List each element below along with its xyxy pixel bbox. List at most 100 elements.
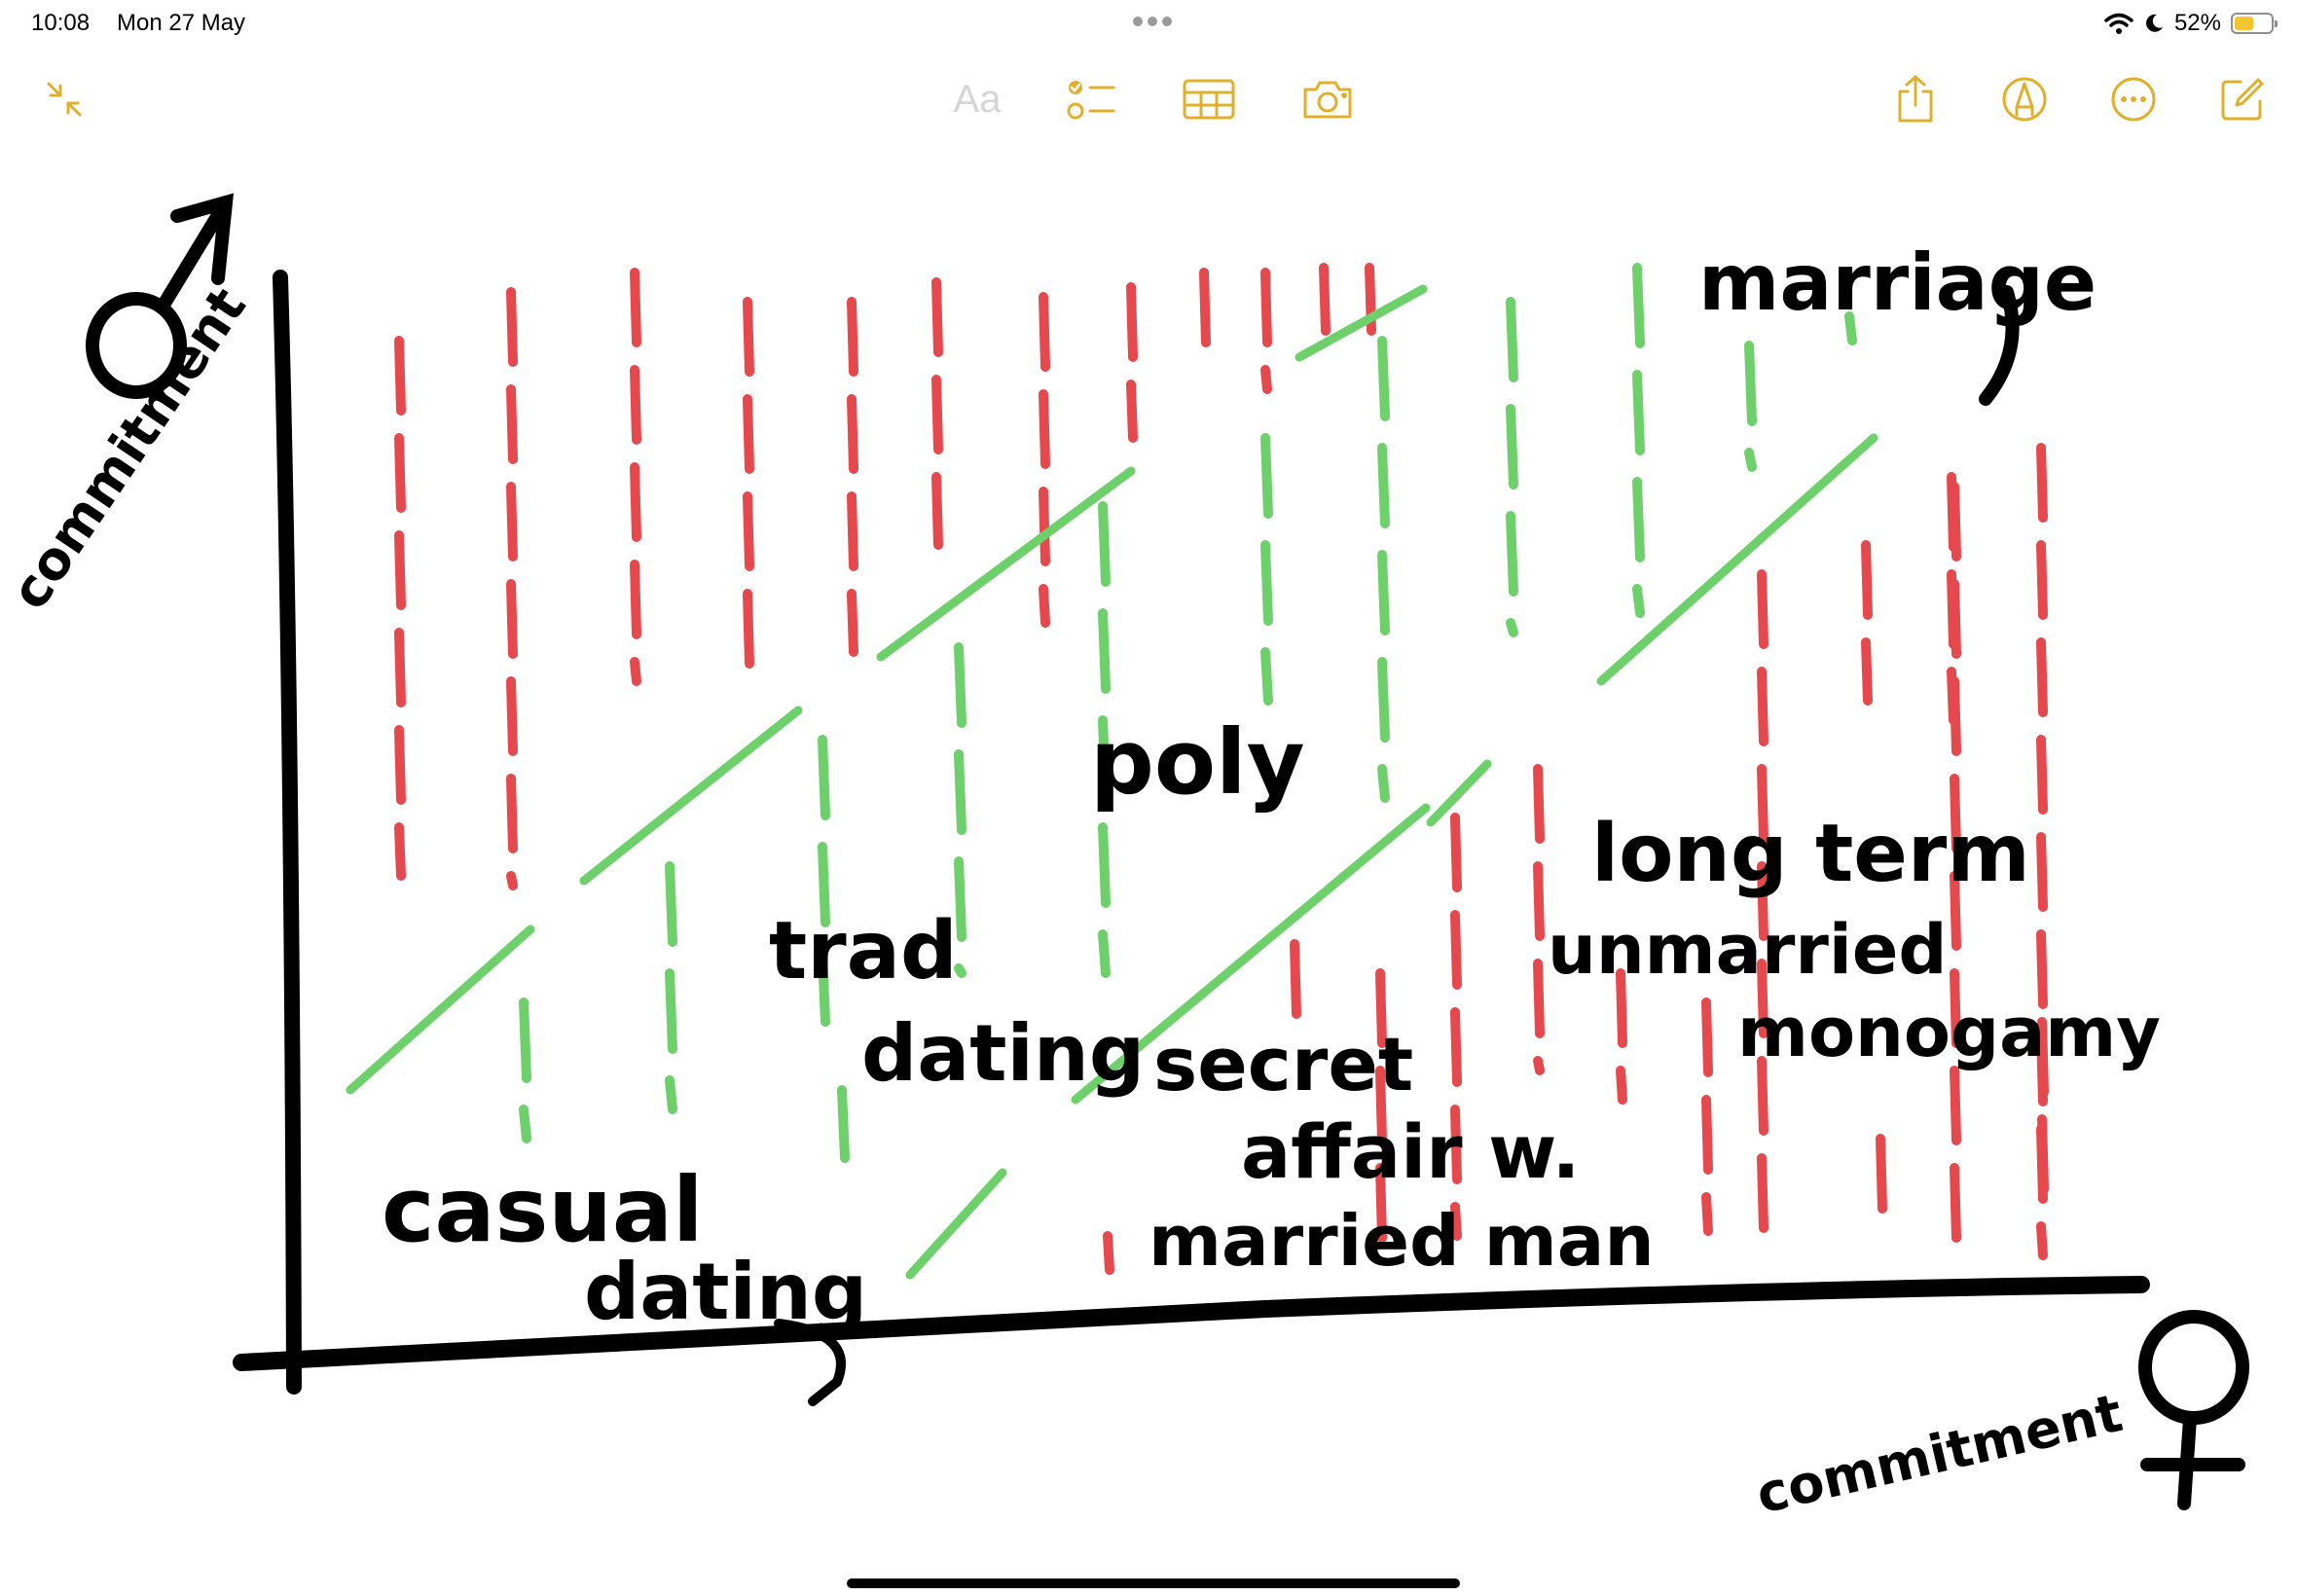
pen-stroke: [876, 466, 1136, 662]
pen-stroke: [1450, 1202, 1462, 1241]
pen-stroke: [506, 579, 518, 659]
pen-stroke: [2036, 929, 2048, 1009]
table-button[interactable]: [1178, 68, 1240, 130]
pen-stroke: [1950, 1066, 1961, 1145]
pen-stroke: [743, 297, 754, 377]
pen-stroke: [905, 1168, 1007, 1280]
pen-stroke: [1876, 1134, 1887, 1214]
home-indicator[interactable]: [847, 1578, 1460, 1588]
format-button[interactable]: Aa: [946, 68, 1008, 130]
note-canvas[interactable]: commitment commitment casual dating trad…: [0, 146, 2297, 1557]
pen-stroke: [394, 530, 406, 610]
table-icon: [1183, 79, 1235, 120]
pen-stroke: [1039, 487, 1050, 566]
pen-stroke: [954, 963, 966, 978]
markup-button[interactable]: [1993, 68, 2056, 130]
pen-stroke: [1260, 540, 1273, 626]
more-icon: [2111, 77, 2156, 122]
pen-stroke: [1616, 968, 1627, 1048]
pen-stroke: [1375, 1066, 1387, 1145]
label-casual: casual: [382, 1158, 704, 1262]
pen-stroke: [1533, 1056, 1545, 1075]
pen-stroke: [954, 642, 966, 728]
pen-stroke: [1861, 540, 1873, 620]
pen-stroke: [1950, 676, 1961, 756]
pen-stroke: [1632, 584, 1645, 618]
pen-stroke: [506, 676, 518, 756]
pen-stroke: [1260, 365, 1272, 394]
label-trad: trad: [769, 905, 958, 998]
compose-button[interactable]: [2211, 68, 2274, 130]
pen-stroke: [847, 297, 858, 377]
camera-button[interactable]: [1296, 68, 1359, 130]
pen-stroke: [1098, 608, 1111, 694]
male-symbol: [86, 193, 235, 399]
pen-stroke: [818, 842, 830, 927]
pen-stroke: [2036, 832, 2048, 912]
pen-stroke: [1757, 1153, 1768, 1233]
pen-stroke: [665, 968, 677, 1054]
label-married-man: married man: [1148, 1200, 1655, 1282]
pen-stroke: [2036, 540, 2048, 620]
pen-stroke: [579, 706, 803, 886]
notes-toolbar: Aa: [0, 58, 2297, 136]
pen-stroke: [2036, 443, 2048, 523]
status-date: Mon 27 May: [117, 10, 246, 36]
pen-stroke: [954, 749, 966, 835]
pen-stroke: [665, 1075, 677, 1114]
pen-stroke: [1950, 579, 1961, 659]
battery-icon: [2231, 13, 2278, 34]
pen-stroke: [1450, 910, 1462, 990]
checklist-icon: [1067, 81, 1115, 120]
pen-stroke: [1450, 1007, 1462, 1087]
pen-stroke: [1375, 968, 1387, 1048]
pen-stroke: [1098, 822, 1111, 908]
pen-stroke: [1260, 647, 1273, 706]
pen-stroke: [1260, 433, 1273, 519]
pen-stroke: [1744, 448, 1757, 472]
pen-stroke: [847, 394, 858, 474]
pen-stroke: [1375, 1163, 1387, 1243]
pen-stroke: [346, 925, 535, 1095]
pen-stroke: [1506, 618, 1518, 637]
pen-stroke: [1596, 433, 1878, 686]
pen-stroke: [1950, 871, 1961, 951]
pen-stroke: [1426, 759, 1492, 827]
y-axis-label: commitment: [0, 276, 258, 620]
pen-stroke: [1506, 297, 1518, 382]
pen-stroke: [519, 1105, 531, 1143]
pen-stroke: [1632, 263, 1645, 348]
checklist-button[interactable]: [1061, 68, 1123, 130]
more-button[interactable]: [2102, 68, 2165, 130]
status-right: 52%: [2104, 8, 2278, 39]
pen-stroke: [818, 735, 830, 820]
pen-stroke: [931, 375, 943, 454]
pen-stroke: [630, 268, 641, 347]
pen-stroke: [1506, 404, 1518, 490]
pen-stroke: [1701, 998, 1713, 1077]
pen-stroke: [1039, 389, 1050, 469]
collapse-icon: [47, 82, 82, 117]
pen-stroke: [1757, 959, 1768, 1038]
pen-stroke: [506, 482, 518, 562]
pen-stroke: [1844, 311, 1857, 345]
pen-stroke: [394, 725, 406, 805]
x-axis: [233, 1276, 2150, 1371]
label-trad-dating: dating: [861, 1008, 1145, 1099]
pen-stroke: [1744, 341, 1757, 426]
multitasking-dots[interactable]: [1133, 14, 1180, 27]
pen-stroke: [394, 628, 406, 707]
share-button[interactable]: [1884, 68, 1947, 130]
camera-icon: [1303, 81, 1352, 119]
pen-stroke: [1450, 1105, 1462, 1184]
pen-stroke: [1506, 511, 1518, 597]
pen-stroke: [1294, 284, 1428, 362]
markup-icon: [2002, 77, 2047, 122]
pen-stroke: [394, 822, 406, 881]
pen-stroke: [837, 1085, 850, 1163]
collapse-button[interactable]: [33, 68, 95, 130]
pen-stroke: [1290, 939, 1301, 1019]
pen-stroke: [1098, 715, 1111, 801]
format-label: Aa: [953, 77, 1002, 121]
pen-stroke: [954, 856, 966, 942]
